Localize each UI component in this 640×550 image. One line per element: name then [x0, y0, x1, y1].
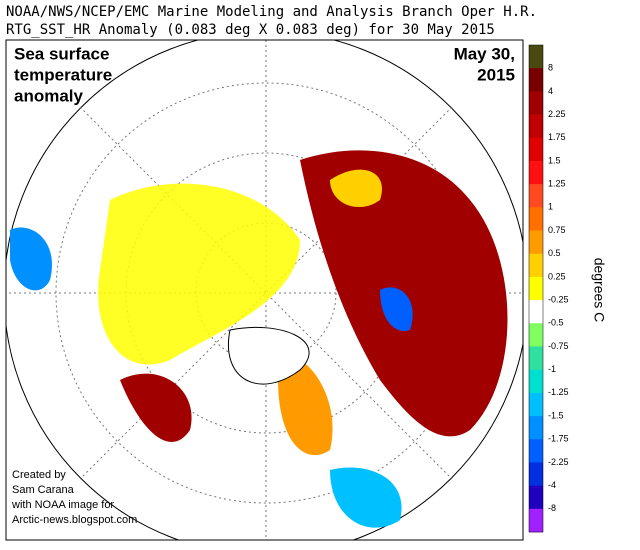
anomaly-cold	[330, 467, 402, 528]
colorbar-label: 0.25	[548, 271, 566, 281]
colorbar-swatch	[529, 137, 543, 162]
colorbar-label: -0.25	[548, 294, 569, 304]
colorbar-swatch	[529, 416, 543, 440]
colorbar-swatch	[529, 485, 543, 510]
map-frame	[5, 39, 524, 541]
colorbar-label: 1.5	[548, 155, 561, 165]
colorbar-label: 1.25	[548, 179, 566, 189]
colorbar-swatch	[529, 91, 543, 115]
colorbar-swatch	[529, 207, 543, 231]
map-title: temperature	[14, 65, 112, 84]
header-line: RTG_SST_HR Anomaly (0.083 deg X 0.083 de…	[6, 22, 495, 38]
colorbar-label: -1.25	[548, 387, 569, 397]
colorbar-swatch	[529, 300, 543, 324]
colorbar-label: -8	[548, 503, 556, 513]
map	[6, 40, 523, 540]
colorbar-swatch	[529, 392, 543, 417]
colorbar-swatch	[529, 462, 543, 486]
credit: Arctic-news.blogspot.com	[12, 514, 137, 526]
colorbar-swatch	[529, 439, 543, 463]
colorbar-label: -1.75	[548, 434, 569, 444]
colorbar-label: 2.25	[548, 109, 566, 119]
overlay: Sea surface temperature anomaly May 30, 2015…	[11, 44, 515, 525]
colorbar-swatch	[529, 346, 543, 370]
colorbar-unit: degrees C	[591, 258, 607, 323]
colorbar-label: 0.5	[548, 248, 561, 258]
colorbar-label: -2.25	[548, 457, 569, 467]
credit: Created by	[12, 469, 66, 481]
colorbar-swatch	[529, 45, 543, 69]
colorbar-swatch	[529, 184, 543, 208]
colorbar-swatch	[529, 230, 543, 255]
colorbar-label: 4	[548, 86, 553, 96]
colorbar-label: -1	[548, 364, 556, 374]
colorbar-label: -0.75	[548, 341, 569, 351]
colorbar-frame	[528, 44, 544, 533]
credit: with NOAA image for	[11, 499, 114, 511]
colorbar-label: -4	[548, 480, 556, 490]
colorbar-swatch	[529, 276, 543, 301]
colorbar: 8 4 2.25 1.75 1.5 1.25 1 0.75 0.5 0.25 -0.25 -0.5 -0…	[528, 44, 569, 533]
header-line: NOAA/NWS/NCEP/EMC Marine Modeling and An…	[6, 4, 537, 20]
colorbar-label: 0.75	[548, 225, 566, 235]
colorbar-label: 1	[548, 202, 553, 212]
anomaly-cold	[10, 227, 52, 291]
anomaly-warm	[120, 373, 192, 442]
map-title: anomaly	[14, 86, 84, 105]
credit: Sam Carana	[12, 484, 75, 496]
colorbar-label: 1.75	[548, 132, 566, 142]
colorbar-swatch	[529, 114, 543, 139]
map-date: May 30,	[454, 44, 515, 63]
land	[228, 326, 310, 385]
colorbar-swatch	[529, 253, 543, 278]
colorbar-label: -1.5	[548, 410, 564, 420]
anomaly-warm	[330, 169, 382, 208]
colorbar-label: 8	[548, 63, 553, 73]
colorbar-swatch	[529, 68, 543, 92]
map-title: Sea surface	[14, 44, 109, 63]
anomaly-mild	[98, 183, 300, 365]
colorbar-swatch	[529, 160, 543, 185]
colorbar-swatch	[529, 369, 543, 394]
colorbar-swatch	[529, 323, 543, 347]
colorbar-swatch	[529, 508, 543, 533]
map-date: 2015	[477, 65, 515, 84]
colorbar-label: -0.5	[548, 318, 564, 328]
anomaly-cold	[380, 287, 413, 331]
anomaly-warm	[278, 350, 333, 456]
